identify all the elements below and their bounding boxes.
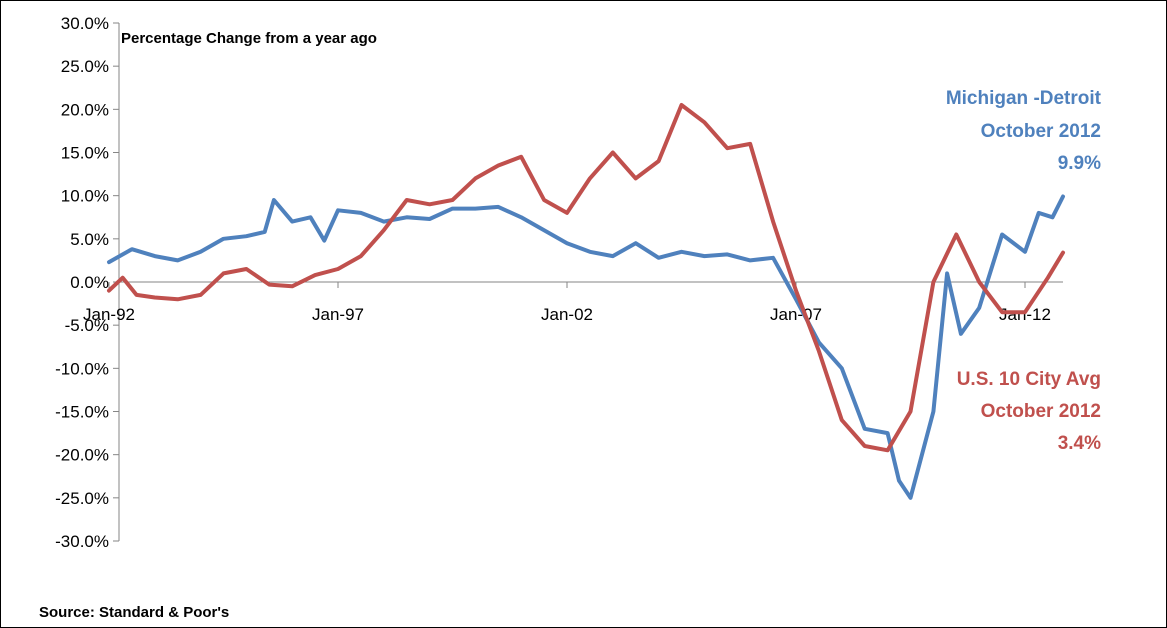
source-note: Source: Standard & Poor's xyxy=(39,604,229,621)
series-line-detroit xyxy=(107,194,1065,500)
x-tick-label: Jan-12 xyxy=(999,305,1051,324)
y-tick-label: -10.0% xyxy=(55,359,109,378)
y-tick-label: 0.0% xyxy=(70,273,109,292)
y-tick-label: 30.0% xyxy=(61,14,109,33)
y-tick-label: 5.0% xyxy=(70,230,109,249)
annotation-detroit: Michigan -Detroit October 2012 9.9% xyxy=(946,88,1102,174)
y-tick-label: -30.0% xyxy=(55,532,109,551)
chart-subtitle: Percentage Change from a year ago xyxy=(121,30,377,47)
series-line-us10 xyxy=(107,103,1065,453)
y-tick-label: -20.0% xyxy=(55,446,109,465)
y-tick-label: -15.0% xyxy=(55,403,109,422)
x-tick-label: Jan-92 xyxy=(83,305,135,324)
annotation-us10-line-3: 3.4% xyxy=(1058,433,1101,454)
x-tick-label: Jan-97 xyxy=(312,305,364,324)
annotation-us10: U.S. 10 City Avg October 2012 3.4% xyxy=(957,369,1101,454)
x-axis: Jan-92 Jan-97 Jan-02 Jan-07 Jan-12 xyxy=(83,281,1063,324)
x-tick-label: Jan-07 xyxy=(770,305,822,324)
y-tick-label: -25.0% xyxy=(55,489,109,508)
y-tick-label: 20.0% xyxy=(61,100,109,119)
series-lines xyxy=(107,103,1065,500)
annotation-detroit-line-1: Michigan -Detroit xyxy=(946,88,1102,109)
y-tick-label: -5.0% xyxy=(65,316,109,335)
y-tick-label: 25.0% xyxy=(61,57,109,76)
x-tick-label: Jan-02 xyxy=(541,305,593,324)
y-tick-label: 15.0% xyxy=(61,144,109,163)
annotation-us10-line-1: U.S. 10 City Avg xyxy=(957,369,1101,390)
annotation-detroit-line-3: 9.9% xyxy=(1058,153,1101,174)
annotation-us10-line-2: October 2012 xyxy=(981,401,1101,422)
annotation-detroit-line-2: October 2012 xyxy=(981,121,1101,142)
y-axis: 30.0% 25.0% 20.0% 15.0% 10.0% 5.0% 0.0% -5.0% -1… xyxy=(55,14,120,551)
y-tick-label: 10.0% xyxy=(61,187,109,206)
